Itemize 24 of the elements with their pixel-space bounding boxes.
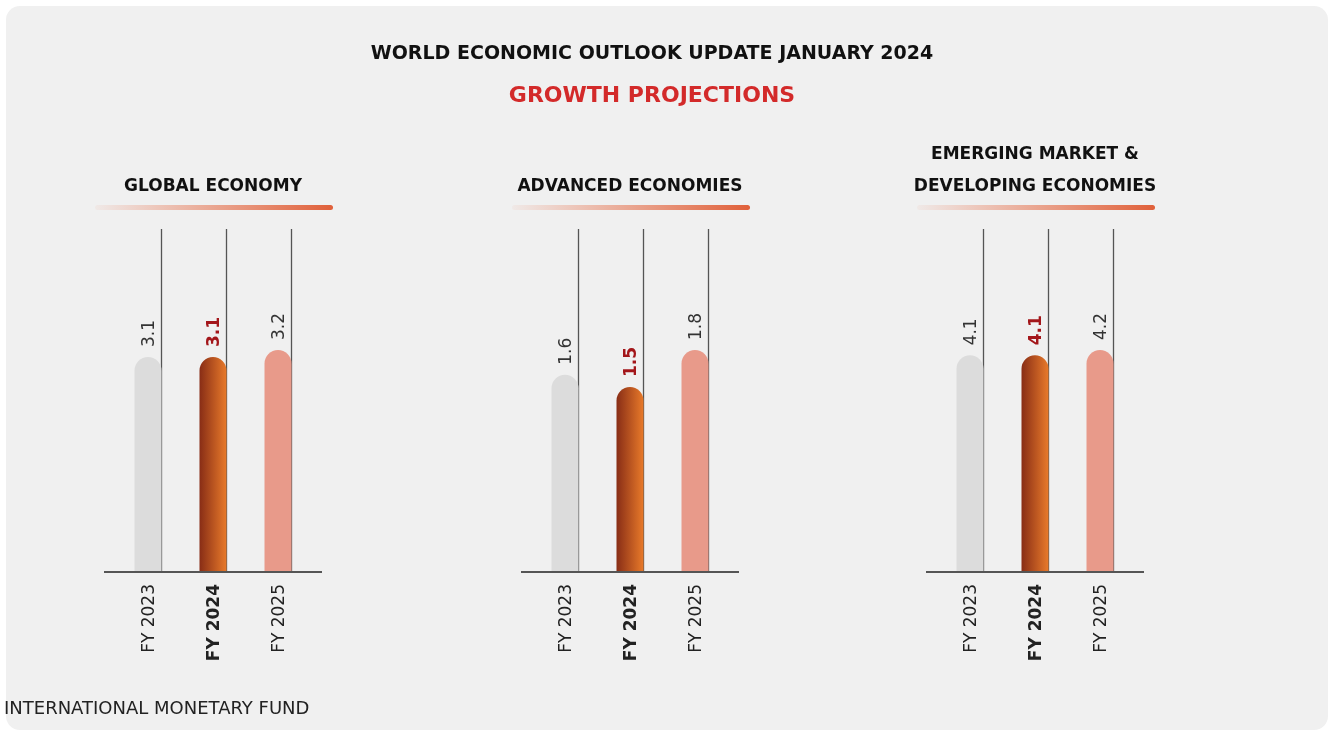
data-label: 3.2	[268, 313, 288, 341]
chart-title: GLOBAL ECONOMY	[124, 175, 303, 195]
data-label: 1.6	[555, 337, 575, 365]
chart-title: ADVANCED ECONOMIES	[517, 175, 743, 195]
data-label: 4.1	[1025, 315, 1045, 346]
x-tick-label: FY 2025	[1090, 584, 1110, 653]
data-label: 4.2	[1090, 313, 1110, 341]
x-tick-label: FY 2023	[555, 584, 575, 653]
x-tick-label: FY 2025	[685, 584, 705, 653]
data-label: 1.5	[620, 346, 640, 378]
text: GROWTH PROJECTIONS	[508, 82, 796, 107]
x-tick-label: FY 2024	[1025, 583, 1045, 662]
data-label: 3.1	[203, 316, 223, 348]
x-tick-label: FY 2023	[138, 584, 158, 653]
x-tick-label: FY 2024	[203, 583, 223, 662]
x-tick-label: FY 2023	[960, 584, 980, 653]
data-label: 1.8	[685, 313, 705, 341]
data-label: 3.1	[138, 319, 158, 348]
data-label: 4.1	[960, 318, 980, 346]
x-tick-label: FY 2025	[268, 584, 288, 653]
chart-title: EMERGING MARKET & DEVELOPING ECONOMIES	[913, 143, 1157, 195]
text: WORLD ECONOMIC OUTLOOK UPDATE JANUARY 2024	[370, 41, 934, 63]
x-tick-label: FY 2024	[620, 583, 640, 662]
text: INTERNATIONAL MONETARY FUND	[4, 697, 310, 718]
